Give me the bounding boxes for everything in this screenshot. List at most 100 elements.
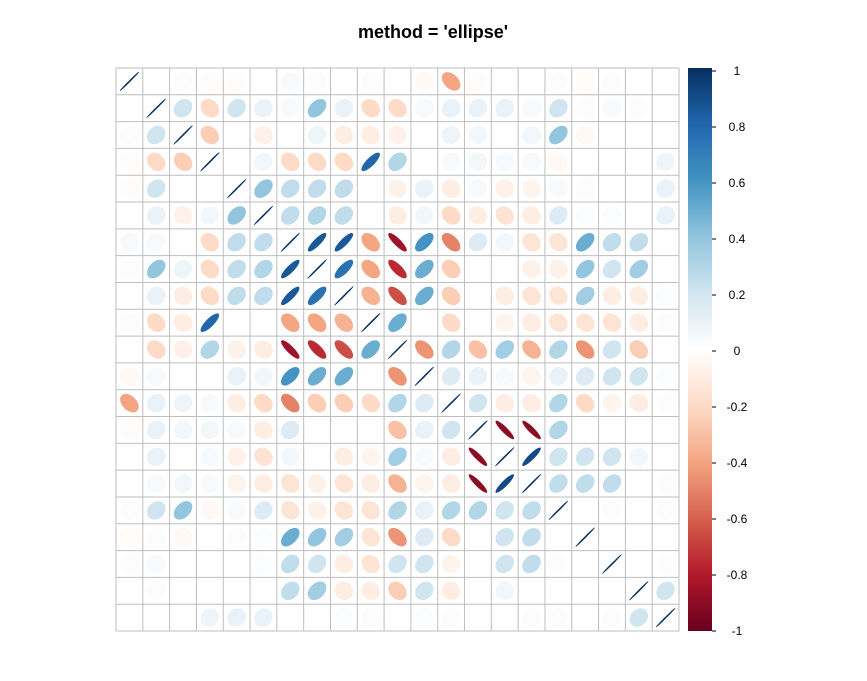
cell-ellipse-20-21 — [656, 581, 675, 601]
colorbar-tick-label: -0.4 — [727, 456, 748, 470]
cell-ellipse-12-12 — [414, 366, 435, 387]
cell-ellipse-15-16 — [522, 447, 541, 467]
cell-ellipse-1-5 — [227, 72, 246, 91]
cell-ellipse-21-15 — [495, 608, 515, 627]
cell-ellipse-18-15 — [495, 527, 515, 547]
cell-ellipse-5-7 — [280, 179, 300, 198]
cell-ellipse-7-21 — [656, 232, 675, 252]
cell-ellipse-5-9 — [334, 179, 354, 198]
cell-ellipse-7-12 — [415, 232, 434, 252]
cell-ellipse-3-1 — [120, 125, 139, 145]
cell-ellipse-14-19 — [602, 420, 622, 440]
cell-ellipse-19-3 — [173, 554, 193, 574]
cell-ellipse-1-15 — [495, 72, 515, 91]
cell-ellipse-10-13 — [441, 313, 461, 332]
cell-ellipse-9-4 — [200, 286, 220, 306]
cell-ellipse-1-1 — [119, 71, 140, 92]
cell-ellipse-20-6 — [254, 581, 273, 601]
cell-ellipse-16-15 — [495, 474, 515, 493]
cell-ellipse-17-5 — [227, 501, 246, 520]
colorbar-tick-label: 0.6 — [729, 176, 746, 190]
cell-ellipse-19-15 — [495, 554, 515, 574]
cell-ellipse-3-17 — [549, 125, 568, 145]
cell-ellipse-17-8 — [307, 501, 327, 520]
cell-ellipse-5-2 — [146, 179, 166, 198]
cell-ellipse-1-16 — [522, 72, 541, 91]
cell-ellipse-6-8 — [307, 206, 327, 225]
cell-ellipse-17-1 — [120, 501, 139, 520]
cell-ellipse-6-9 — [334, 206, 354, 225]
cell-ellipse-20-8 — [307, 581, 327, 601]
cell-ellipse-10-18 — [575, 313, 595, 332]
cell-ellipse-15-17 — [549, 447, 568, 467]
cell-ellipse-15-12 — [415, 447, 434, 467]
cell-ellipse-20-1 — [120, 581, 139, 601]
cell-ellipse-11-13 — [441, 340, 461, 359]
cell-ellipse-14-18 — [575, 420, 595, 440]
cell-ellipse-7-7 — [280, 232, 301, 253]
cell-ellipse-15-21 — [656, 447, 675, 467]
cell-ellipse-9-14 — [468, 286, 488, 306]
cell-ellipse-14-12 — [415, 420, 434, 440]
cell-ellipse-11-3 — [173, 340, 193, 359]
cell-ellipse-14-5 — [227, 420, 246, 440]
cell-ellipse-15-3 — [173, 447, 193, 467]
cell-ellipse-20-3 — [173, 581, 193, 601]
cell-ellipse-7-2 — [146, 232, 166, 252]
cell-ellipse-14-9 — [334, 420, 354, 440]
cell-ellipse-2-18 — [575, 98, 595, 118]
cell-ellipse-1-8 — [307, 72, 327, 91]
cell-ellipse-10-11 — [388, 313, 407, 332]
cell-ellipse-8-5 — [227, 259, 246, 279]
cell-ellipse-11-21 — [656, 340, 675, 359]
cell-ellipse-5-12 — [415, 179, 434, 198]
cell-ellipse-8-15 — [495, 259, 515, 279]
cell-ellipse-5-5 — [226, 178, 247, 199]
cell-ellipse-16-7 — [280, 474, 300, 493]
cell-ellipse-13-5 — [227, 393, 246, 413]
cell-ellipse-16-8 — [307, 474, 327, 493]
cell-ellipse-13-7 — [280, 393, 300, 413]
cell-ellipse-15-19 — [602, 447, 622, 467]
cell-ellipse-3-18 — [575, 125, 595, 145]
cell-ellipse-12-6 — [254, 367, 273, 386]
cell-ellipse-8-17 — [549, 259, 568, 279]
cell-ellipse-5-1 — [120, 179, 139, 198]
colorbar: 1 0.8 0.6 0.4 0.2 0 -0.2 -0.4 -0.6 -0.8 -1 — [688, 64, 748, 638]
cell-ellipse-3-7 — [280, 125, 300, 145]
cell-ellipse-14-10 — [361, 420, 380, 440]
cell-ellipse-8-10 — [361, 259, 380, 279]
cell-ellipse-19-19 — [602, 554, 622, 574]
cell-ellipse-16-12 — [415, 474, 434, 493]
cell-ellipse-21-16 — [522, 608, 541, 627]
cell-ellipse-2-14 — [468, 98, 488, 118]
cell-ellipse-12-15 — [495, 367, 515, 386]
cell-ellipse-1-20 — [629, 72, 649, 91]
cell-ellipse-12-10 — [361, 367, 380, 386]
cell-ellipse-8-18 — [575, 259, 595, 279]
cell-ellipse-4-8 — [307, 152, 327, 172]
cell-ellipse-5-16 — [522, 179, 541, 198]
cell-ellipse-20-16 — [522, 581, 541, 601]
cell-ellipse-11-11 — [387, 339, 408, 360]
cell-ellipse-8-4 — [200, 259, 220, 279]
cell-ellipse-1-6 — [254, 72, 273, 91]
cell-ellipse-3-14 — [468, 125, 488, 145]
cell-ellipse-6-21 — [656, 206, 675, 225]
cell-ellipse-19-6 — [254, 554, 273, 574]
cell-ellipse-18-10 — [361, 527, 380, 547]
cell-ellipse-16-16 — [521, 473, 542, 494]
cell-ellipse-6-15 — [495, 206, 515, 225]
cell-ellipse-12-2 — [146, 367, 166, 386]
cell-ellipse-9-6 — [254, 286, 273, 306]
cell-ellipse-17-7 — [280, 501, 300, 520]
cell-ellipse-1-11 — [388, 72, 407, 91]
cell-ellipse-19-9 — [334, 554, 354, 574]
cell-ellipse-17-16 — [522, 501, 541, 520]
cell-ellipse-12-7 — [280, 367, 300, 386]
cell-ellipse-21-17 — [549, 608, 568, 627]
cell-ellipse-4-10 — [361, 152, 380, 172]
cell-ellipse-4-12 — [415, 152, 434, 172]
cell-ellipse-6-19 — [602, 206, 622, 225]
cell-ellipse-8-21 — [656, 259, 675, 279]
